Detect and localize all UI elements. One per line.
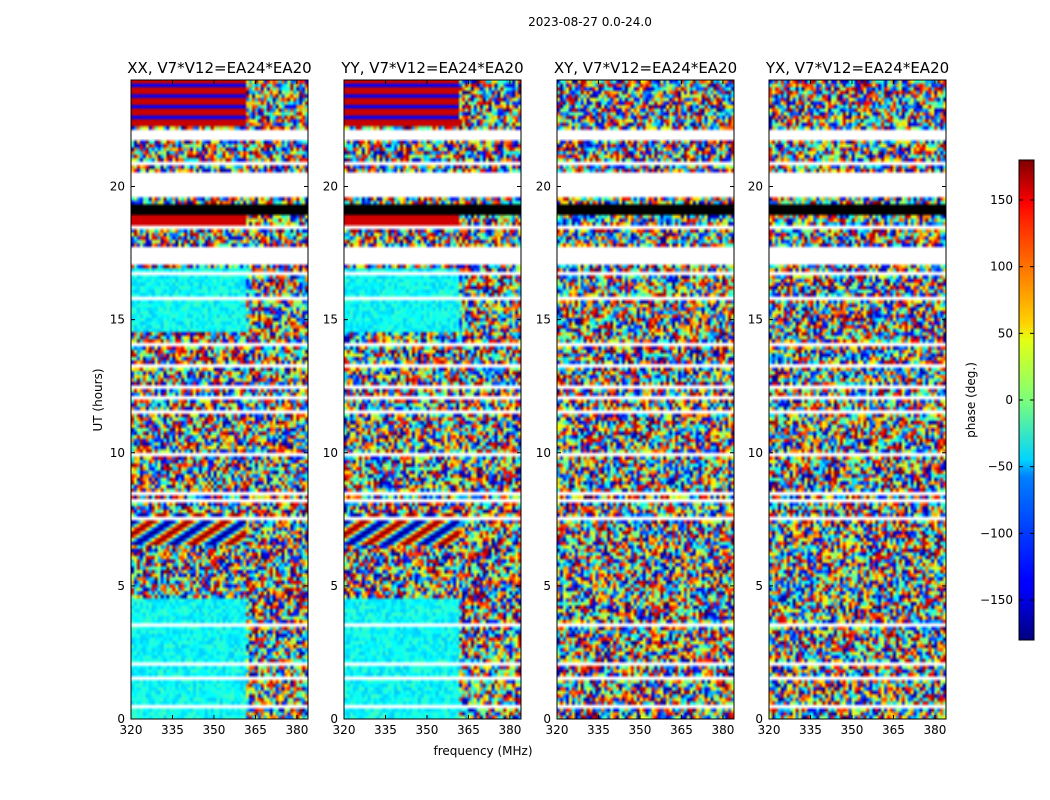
y-axis-label: UT (hours)	[91, 368, 105, 431]
axes-frame	[556, 79, 735, 720]
y-tick-label: 5	[543, 579, 551, 593]
y-tick-label: 15	[110, 313, 125, 327]
y-tick-label: 10	[110, 446, 125, 460]
x-tick-label: 380	[923, 723, 946, 737]
colorbar-tick-label: −100	[980, 526, 1013, 540]
axes-frame	[130, 79, 309, 720]
panel-xy: XY, V7*V12=EA24*EA20 320 335 350 365 380 0 5 10 1…	[536, 59, 737, 737]
axes-frame	[343, 79, 522, 720]
colorbar-tick-label: 50	[998, 326, 1013, 340]
y-tick-label: 5	[330, 579, 338, 593]
x-tick-label: 350	[629, 723, 652, 737]
x-tick-label: 320	[333, 723, 356, 737]
panel-title: XY, V7*V12=EA24*EA20	[554, 59, 737, 77]
y-tick-label: 10	[536, 446, 551, 460]
y-tick-label: 10	[748, 446, 763, 460]
x-tick-label: 350	[841, 723, 864, 737]
x-tick-label: 320	[546, 723, 569, 737]
x-tick-label: 380	[285, 723, 308, 737]
heatmap-xy	[557, 80, 734, 719]
y-tick-label: 20	[110, 180, 125, 194]
x-tick-label: 335	[587, 723, 610, 737]
panels-group: XX, V7*V12=EA24*EA20 320 335 350 365 380 0 5 10 1…	[110, 59, 949, 737]
colorbar: 150 100 50 0 −50 −100 −150 phase (deg.)	[964, 159, 1035, 641]
heatmap-yx	[769, 80, 946, 719]
colorbar-label: phase (deg.)	[964, 362, 978, 438]
axes-frame	[768, 79, 947, 720]
panel-title: YX, V7*V12=EA24*EA20	[765, 59, 949, 77]
x-tick-label: 380	[498, 723, 521, 737]
colorbar-tick-label: 100	[990, 260, 1013, 274]
x-tick-label: 365	[670, 723, 693, 737]
heatmap-xx	[131, 80, 308, 719]
panel-title: YY, V7*V12=EA24*EA20	[340, 59, 523, 77]
x-tick-label: 320	[758, 723, 781, 737]
y-tick-label: 0	[330, 712, 338, 726]
x-tick-label: 335	[374, 723, 397, 737]
y-tick-label: 0	[755, 712, 763, 726]
x-tick-label: 335	[161, 723, 184, 737]
panel-xx: XX, V7*V12=EA24*EA20 320 335 350 365 380 0 5 10 1…	[110, 59, 312, 737]
colorbar-tick-label: 0	[1005, 393, 1013, 407]
y-tick-label: 5	[117, 579, 125, 593]
x-tick-label: 350	[203, 723, 226, 737]
colorbar-ticks: 150 100 50 0 −50 −100 −150	[980, 193, 1034, 607]
x-tick-label: 320	[120, 723, 143, 737]
x-tick-label: 365	[244, 723, 267, 737]
y-tick-label: 15	[323, 313, 338, 327]
x-tick-label: 365	[457, 723, 480, 737]
y-tick-label: 10	[323, 446, 338, 460]
x-tick-label: 350	[416, 723, 439, 737]
y-tick-label: 0	[117, 712, 125, 726]
figure-suptitle: 2023-08-27 0.0-24.0	[528, 15, 652, 29]
panel-title: XX, V7*V12=EA24*EA20	[127, 59, 311, 77]
colorbar-tick-label: 150	[990, 193, 1013, 207]
x-tick-label: 365	[882, 723, 905, 737]
y-tick-label: 0	[543, 712, 551, 726]
colorbar-tick-label: −150	[980, 593, 1013, 607]
x-tick-label: 335	[799, 723, 822, 737]
heatmap-yy	[344, 80, 521, 719]
y-tick-label: 15	[748, 313, 763, 327]
x-tick-label: 380	[711, 723, 734, 737]
y-tick-label: 20	[323, 180, 338, 194]
y-tick-label: 20	[748, 180, 763, 194]
y-tick-label: 15	[536, 313, 551, 327]
y-tick-label: 5	[755, 579, 763, 593]
colorbar-tick-label: −50	[988, 460, 1013, 474]
panel-yy: YY, V7*V12=EA24*EA20 320 335 350 365 380 0 5 10 1…	[323, 59, 524, 737]
panel-yx: YX, V7*V12=EA24*EA20 320 335 350 365 380 0 5 10 1…	[748, 59, 949, 737]
y-tick-label: 20	[536, 180, 551, 194]
x-axis-label: frequency (MHz)	[433, 744, 532, 758]
